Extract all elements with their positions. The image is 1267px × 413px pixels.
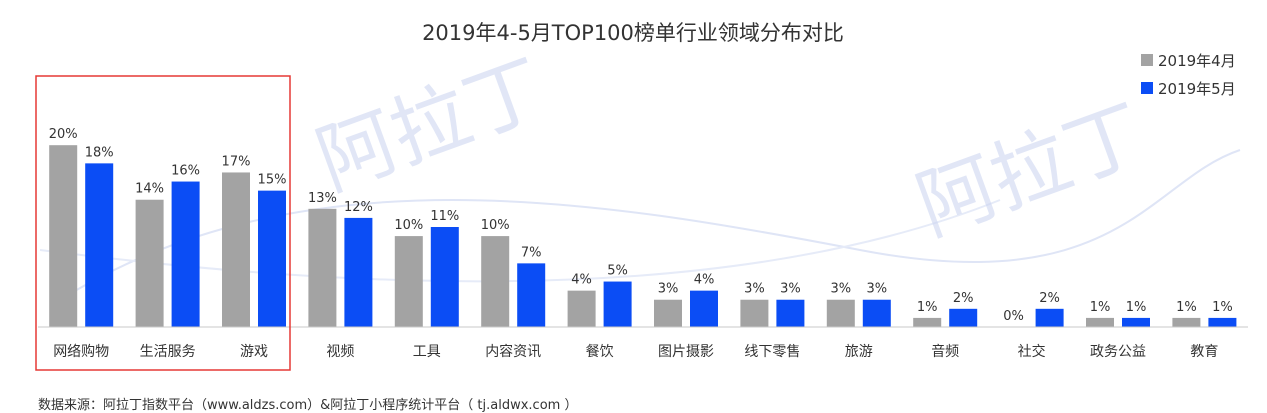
data-label-april-11: 0% <box>1003 309 1024 324</box>
data-label-may-13: 1% <box>1212 300 1233 315</box>
watermark-layer: 阿拉丁 阿拉丁 <box>39 43 1241 301</box>
bar-april-1 <box>135 199 164 327</box>
category-label-7: 图片摄影 <box>658 344 714 360</box>
bar-may-1 <box>171 181 200 327</box>
bar-may-12 <box>1122 317 1150 327</box>
data-label-may-11: 2% <box>1039 291 1060 306</box>
data-label-may-1: 16% <box>171 164 200 179</box>
data-label-may-3: 12% <box>344 200 373 215</box>
highlight-box <box>35 75 291 371</box>
data-label-may-9: 3% <box>866 282 887 297</box>
data-label-may-7: 4% <box>694 273 715 288</box>
data-label-may-12: 1% <box>1126 300 1147 315</box>
legend-label-may: 2019年5月 <box>1158 80 1236 98</box>
watermark-text: 阿拉丁 <box>306 43 557 208</box>
bar-april-3 <box>308 208 337 327</box>
data-label-april-6: 4% <box>571 273 592 288</box>
chart-title: 2019年4-5月TOP100榜单行业领域分布对比 <box>422 21 844 45</box>
data-label-may-5: 7% <box>521 245 542 260</box>
data-label-may-8: 3% <box>780 282 801 297</box>
category-label-4: 工具 <box>413 344 441 360</box>
category-label-8: 线下零售 <box>744 344 800 360</box>
bar-april-9 <box>826 299 855 327</box>
bar-may-3 <box>344 217 373 327</box>
data-label-may-0: 18% <box>85 145 114 160</box>
data-label-april-5: 10% <box>481 218 510 233</box>
bar-may-2 <box>258 190 286 327</box>
category-label-1: 生活服务 <box>140 344 196 360</box>
legend-swatch-april <box>1141 54 1153 66</box>
bar-may-8 <box>776 299 805 327</box>
bar-april-4 <box>394 236 423 327</box>
data-label-april-3: 13% <box>308 191 337 206</box>
bar-april-0 <box>49 145 78 327</box>
data-label-may-10: 2% <box>953 291 974 306</box>
data-label-may-6: 5% <box>607 264 628 279</box>
legend-label-april: 2019年4月 <box>1158 52 1236 70</box>
bar-april-6 <box>567 290 596 327</box>
data-label-may-2: 15% <box>258 173 287 188</box>
bar-may-9 <box>862 299 891 327</box>
bar-may-7 <box>690 290 718 327</box>
category-label-5: 内容资讯 <box>485 343 541 360</box>
data-label-april-4: 10% <box>394 218 423 233</box>
data-label-april-10: 1% <box>917 300 938 315</box>
bar-may-13 <box>1208 317 1237 327</box>
data-label-april-9: 3% <box>830 282 851 297</box>
bar-may-11 <box>1035 308 1064 327</box>
data-label-april-7: 3% <box>658 282 679 297</box>
bar-april-13 <box>1172 317 1201 327</box>
data-label-april-8: 3% <box>744 282 765 297</box>
category-label-6: 餐饮 <box>586 344 614 360</box>
bar-april-7 <box>654 299 682 327</box>
data-label-april-13: 1% <box>1176 300 1197 315</box>
bar-april-8 <box>740 299 769 327</box>
category-label-10: 音频 <box>931 343 959 360</box>
bar-may-6 <box>603 281 632 327</box>
bar-may-10 <box>949 308 978 327</box>
category-label-13: 教育 <box>1190 344 1218 360</box>
legend-swatch-may <box>1141 82 1153 94</box>
source-note: 数据来源：阿拉丁指数平台（www.aldzs.com）&阿拉丁小程序统计平台（ … <box>38 398 577 413</box>
data-label-april-2: 17% <box>222 154 251 169</box>
data-label-april-1: 14% <box>135 182 164 197</box>
bars-layer: 20% 18% 网络购物 14% 16% 生活服务 17% 15% 游戏 13% 12% 视频 10% 1… <box>49 127 1237 360</box>
data-label-april-0: 20% <box>49 127 78 142</box>
bar-may-5 <box>517 263 546 327</box>
bar-april-5 <box>481 236 510 327</box>
bar-april-10 <box>913 317 942 327</box>
bar-may-4 <box>430 227 459 327</box>
bar-may-0 <box>85 163 114 327</box>
category-label-9: 旅游 <box>845 344 873 360</box>
category-label-3: 视频 <box>326 344 354 360</box>
legend: 2019年4月 2019年5月 <box>1141 52 1236 98</box>
data-label-april-12: 1% <box>1090 300 1111 315</box>
bar-april-12 <box>1086 317 1114 327</box>
category-label-12: 政务公益 <box>1090 344 1146 360</box>
category-label-2: 游戏 <box>240 344 268 360</box>
category-label-0: 网络购物 <box>53 344 109 360</box>
category-label-11: 社交 <box>1018 343 1046 360</box>
bar-april-2 <box>222 172 250 327</box>
data-label-may-4: 11% <box>430 209 459 224</box>
